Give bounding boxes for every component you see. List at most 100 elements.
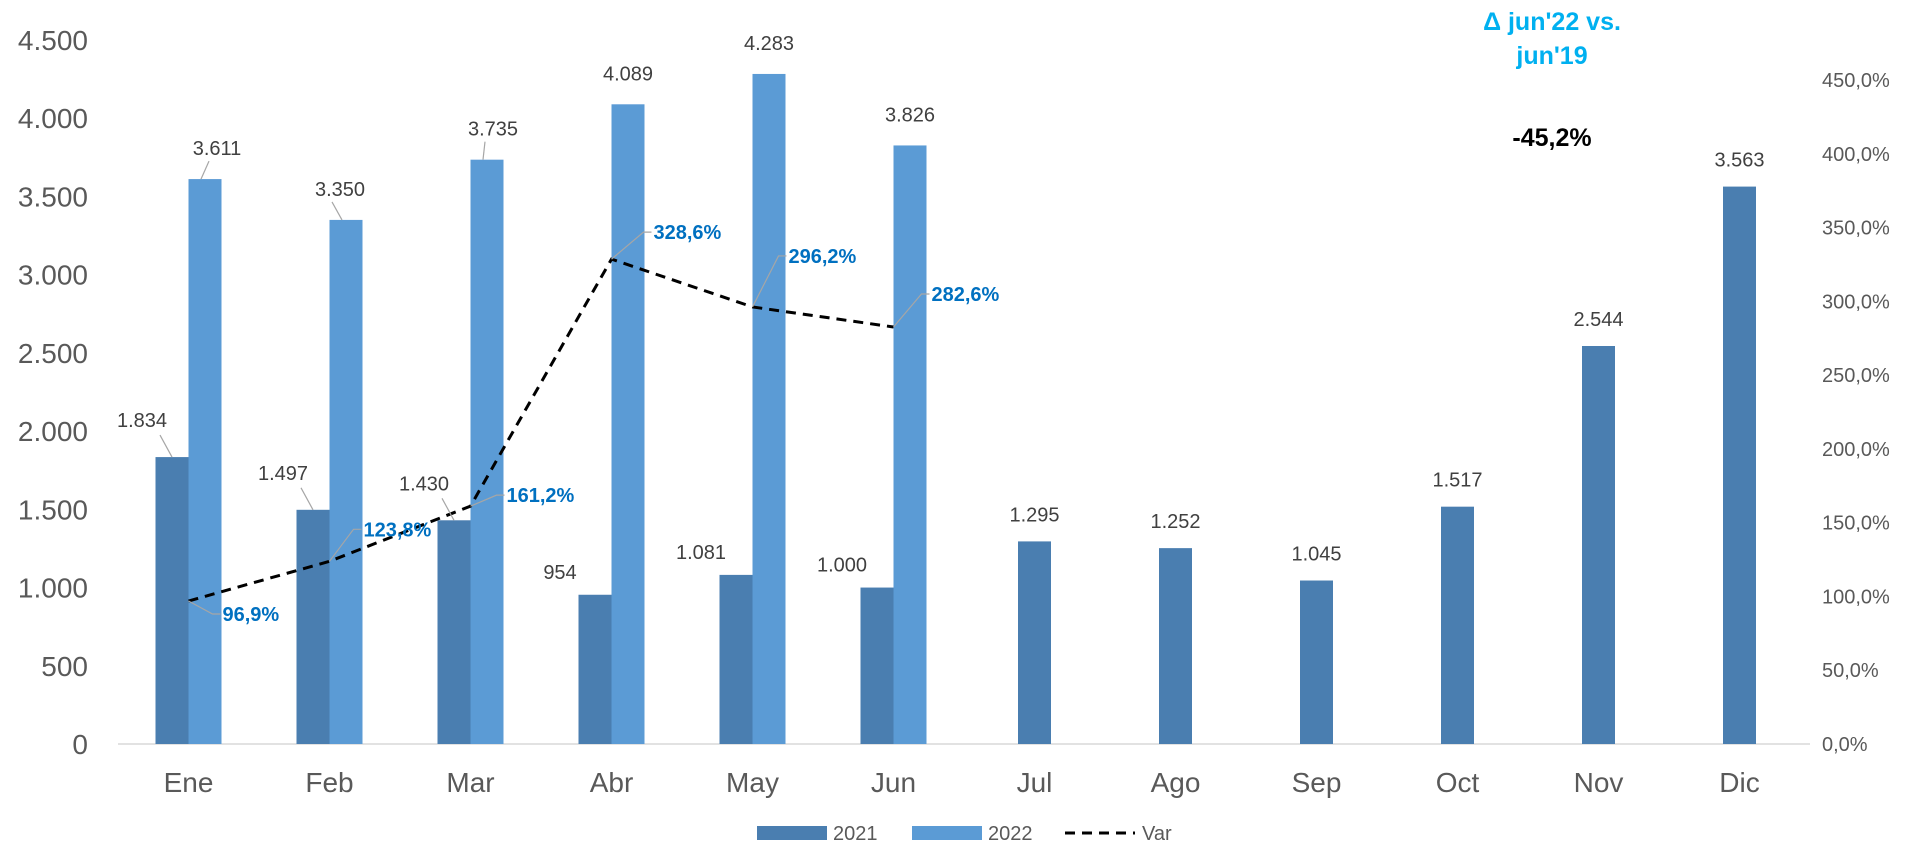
var-label-leader	[188, 600, 221, 615]
bar-2022	[470, 159, 504, 744]
var-label-leader	[329, 528, 362, 562]
bar-2021-label: 1.295	[1009, 504, 1059, 526]
y-left-tick-label: 1.000	[18, 573, 88, 604]
y-right-tick-label: 350,0%	[1822, 218, 1890, 240]
bar-2021	[1300, 580, 1333, 744]
bar-2021-label: 3.563	[1714, 150, 1764, 172]
legend-label-2021: 2021	[833, 823, 878, 845]
bar-2022-leader	[482, 141, 486, 160]
x-tick-label: Oct	[1436, 767, 1480, 798]
var-point-label: 123,8%	[364, 519, 432, 541]
bar-2021	[578, 594, 612, 744]
bar-2021	[860, 587, 894, 744]
bar-2021	[437, 520, 471, 744]
annotation-value: -45,2%	[1512, 124, 1591, 152]
y-left-tick-label: 2.000	[18, 416, 88, 447]
bar-2021-label: 1.517	[1432, 470, 1482, 492]
bar-2021	[296, 509, 330, 744]
var-label-leader	[893, 293, 930, 328]
y-right-tick-label: 250,0%	[1822, 365, 1890, 387]
bar-2021	[1018, 541, 1051, 744]
bar-2022-label: 4.089	[603, 63, 653, 85]
y-right-tick-label: 0,0%	[1822, 734, 1868, 756]
bar-2021-label: 1.497	[258, 463, 308, 485]
y-left-tick-label: 0	[72, 729, 88, 760]
bar-2021-leader	[300, 487, 314, 511]
var-point-label: 282,6%	[932, 284, 1000, 306]
var-point-label: 296,2%	[789, 246, 857, 268]
bar-2021-label: 2.544	[1573, 309, 1623, 331]
bar-2021	[1723, 186, 1756, 744]
legend-label-var: Var	[1142, 823, 1172, 845]
x-tick-label: Feb	[305, 767, 353, 798]
x-tick-label: Ene	[164, 767, 214, 798]
var-point-label: 96,9%	[223, 604, 280, 626]
legend: 2021 2022 Var	[757, 823, 1172, 845]
var-point-label: 328,6%	[654, 222, 722, 244]
bar-2022	[893, 145, 927, 745]
bar-2022-label: 4.283	[744, 33, 794, 55]
var-line	[188, 257, 894, 603]
bar-2021-label: 1.834	[117, 410, 167, 432]
y-left-tick-label: 3.500	[18, 181, 88, 212]
bar-2021	[1582, 346, 1615, 744]
y-left-tick-label: 4.500	[18, 25, 88, 56]
bar-2021-label: 1.000	[817, 555, 867, 577]
legend-swatch-2022	[912, 826, 982, 840]
bar-2022-label: 3.735	[468, 119, 518, 141]
bar-2022-label: 3.350	[315, 179, 365, 201]
bar-2022	[329, 219, 363, 744]
x-tick-label: Jun	[871, 767, 916, 798]
y-right-tick-label: 450,0%	[1822, 70, 1890, 92]
y-right-tick-label: 150,0%	[1822, 513, 1890, 535]
legend-label-2022: 2022	[988, 823, 1033, 845]
y-left-tick-label: 2.500	[18, 338, 88, 369]
bar-2021-label: 1.045	[1291, 544, 1341, 566]
y-right-tick-label: 100,0%	[1822, 586, 1890, 608]
bar-2021-leader	[159, 434, 173, 458]
y-right-tick-label: 400,0%	[1822, 144, 1890, 166]
bars	[155, 73, 1756, 745]
axes: 0 500 1.000 1.500 2.000 2.500 3.000 3.500 4.000 4…	[18, 25, 1890, 798]
x-tick-label: Abr	[590, 767, 634, 798]
y-left-tick-label: 3.000	[18, 260, 88, 291]
bar-2021	[1441, 506, 1474, 744]
data-labels: 1.834 1.497 1.430 954 1.081 1.000 1.295 1.252 1.…	[117, 33, 1765, 626]
bar-2022	[611, 104, 645, 745]
bar-2022	[188, 179, 222, 745]
x-tick-label: Ago	[1151, 767, 1201, 798]
bar-2021	[719, 574, 753, 744]
x-tick-label: Sep	[1292, 767, 1342, 798]
y-right-tick-label: 300,0%	[1822, 291, 1890, 313]
var-label-leader	[611, 231, 652, 260]
bar-2021-label: 1.252	[1150, 511, 1200, 533]
bar-2022-label: 3.826	[885, 104, 935, 126]
annotation-box: Δ jun'22 vs. jun'19 -45,2%	[1483, 8, 1621, 152]
bar-2022-leader	[331, 201, 343, 221]
y-right-tick-label: 50,0%	[1822, 660, 1879, 682]
bar-2021	[155, 457, 189, 744]
x-tick-label: May	[726, 767, 779, 798]
y-left-tick-label: 500	[41, 651, 88, 682]
var-label-leader	[751, 255, 787, 308]
bar-2021-label: 1.430	[399, 473, 449, 495]
annotation-title-line2: jun'19	[1515, 42, 1587, 70]
annotation-title-line1: Δ jun'22 vs.	[1483, 8, 1621, 36]
x-tick-label: Mar	[446, 767, 494, 798]
y-right-tick-label: 200,0%	[1822, 439, 1890, 461]
x-tick-label: Jul	[1017, 767, 1053, 798]
var-label-leader	[470, 494, 505, 507]
bar-2022-leader	[200, 160, 210, 180]
y-left-tick-label: 4.000	[18, 103, 88, 134]
bar-2021-leader	[441, 497, 455, 521]
bar-2022-label: 3.611	[193, 138, 242, 160]
bar-2021	[1159, 548, 1192, 744]
var-point-label: 161,2%	[507, 485, 575, 507]
legend-swatch-2021	[757, 826, 827, 840]
x-tick-label: Dic	[1719, 767, 1759, 798]
bar-2021-label: 954	[543, 562, 576, 584]
x-tick-label: Nov	[1574, 767, 1624, 798]
var-series-line	[188, 257, 894, 603]
bar-2021-label: 1.081	[676, 542, 726, 564]
